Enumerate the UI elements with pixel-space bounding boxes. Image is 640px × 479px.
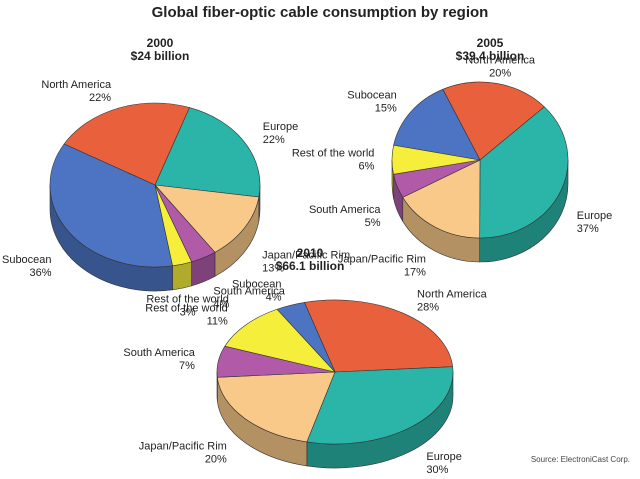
pie-slice (49, 143, 173, 292)
pie-slice (154, 184, 260, 277)
pie-slice (304, 299, 454, 373)
pie-slice (479, 106, 569, 263)
slice-label: Subocean (2, 254, 52, 266)
slice-label: Europe (577, 210, 612, 222)
slice-top (154, 184, 260, 253)
slice-label: Subocean (347, 89, 397, 101)
slice-value-label: 37% (577, 223, 599, 235)
slice-label: Rest of the world (145, 303, 228, 315)
slice-value-label: 30% (426, 464, 448, 476)
slice-top (49, 143, 173, 268)
slice-value-label: 22% (263, 134, 285, 146)
slice-label: Europe (263, 121, 298, 133)
slice-value-label: 7% (179, 360, 195, 372)
slice-value-label: 15% (375, 102, 397, 114)
slice-label: Europe (426, 451, 461, 463)
slice-value-label: 3% (180, 307, 196, 319)
slice-label: North America (465, 54, 536, 66)
slice-top (304, 299, 454, 373)
chart-title: Global fiber-optic cable consumption by … (152, 4, 489, 21)
slice-value-label: 20% (489, 67, 511, 79)
slice-value-label: 28% (417, 301, 439, 313)
slice-value-label: 20% (205, 454, 227, 466)
slice-top (306, 366, 454, 445)
slice-label: Rest of the world (146, 294, 229, 306)
slice-value-label: 5% (365, 217, 381, 229)
slice-value-label: 13% (262, 263, 284, 275)
pie-subtitle: $39.4 billion (456, 49, 525, 63)
slice-top (402, 159, 481, 239)
slice-label: Rest of the world (292, 148, 375, 160)
pie-slice (224, 308, 336, 373)
slice-value-label: 17% (404, 267, 426, 279)
slice-value-label: 22% (89, 92, 111, 104)
slice-label: North America (41, 79, 112, 91)
pie-slice (216, 371, 336, 467)
slice-top (442, 81, 545, 161)
pie-title: 2010 (297, 246, 324, 260)
slice-label: Subocean (232, 279, 282, 291)
pie-title: 2000 (147, 36, 174, 50)
slice-top (154, 107, 261, 198)
source: Source: ElectroniCast Corp. (531, 455, 630, 464)
slice-value-label: 36% (30, 267, 52, 279)
pie-subtitle: $66.1 billion (276, 259, 345, 273)
slice-top (393, 88, 481, 161)
pie-title: 2005 (477, 36, 504, 50)
pie-slice (442, 81, 545, 161)
slice-label: South America (123, 347, 195, 359)
slice-label: Japan/Pacific Rim (338, 254, 426, 266)
slice-label: Japan/Pacific Rim (139, 441, 227, 453)
slice-label: North America (417, 288, 488, 300)
slice-label: South America (213, 286, 285, 298)
pie-subtitle: $24 billion (131, 49, 190, 63)
pie-slice (393, 88, 481, 161)
slice-value-label: 4% (266, 292, 282, 304)
slice-top (63, 102, 190, 186)
slice-top (216, 371, 336, 443)
slice-value-label: 4% (213, 299, 229, 311)
slice-value-label: 11% (207, 316, 228, 328)
slice-top (224, 308, 336, 373)
slice-label: South America (309, 204, 381, 216)
slice-value-label: 6% (358, 161, 374, 173)
slice-top (276, 302, 336, 373)
pie-slice (154, 184, 216, 287)
slice-side (172, 261, 192, 291)
slice-label: Japan/Pacific Rim (262, 250, 350, 262)
slice-top (479, 106, 569, 239)
pie-slice (276, 302, 336, 373)
pie-slice (63, 102, 190, 186)
